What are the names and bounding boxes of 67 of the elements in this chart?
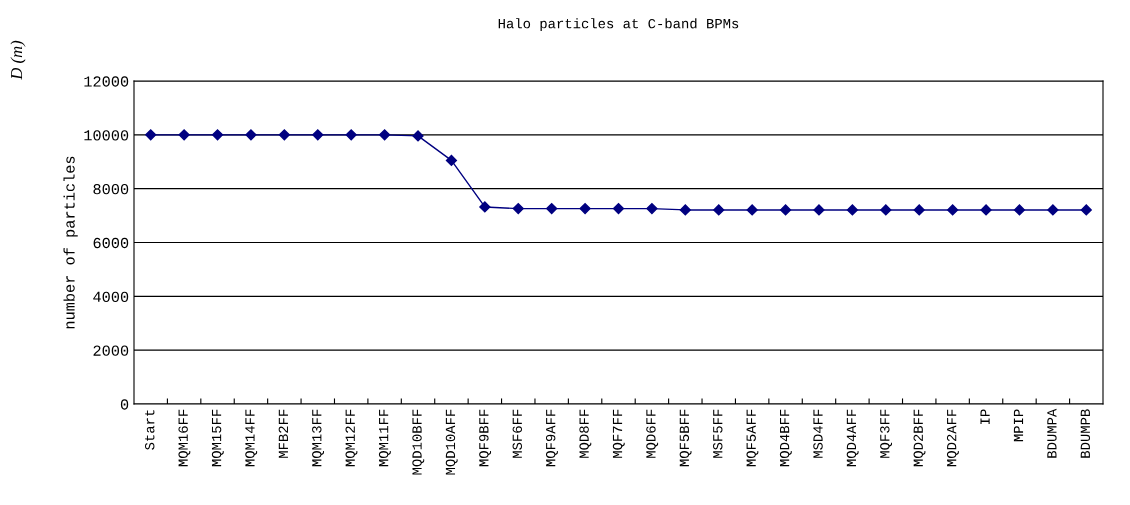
y-tick-label: 10000 xyxy=(84,130,129,141)
point xyxy=(546,202,558,215)
x-tick-label: MSF5FF xyxy=(713,409,723,458)
x-tick-label: MQM11FF xyxy=(378,409,391,467)
x-tick-label: BDUMPA xyxy=(1047,408,1057,458)
point xyxy=(312,129,324,141)
x-tick-label: MQD4AFF xyxy=(846,409,859,467)
y-tick-label: 0 xyxy=(120,399,129,410)
point xyxy=(913,204,925,216)
x-tick-label: MQD2BFF xyxy=(913,409,926,467)
point xyxy=(512,202,524,215)
y-tick-label: 8000 xyxy=(93,183,129,195)
point xyxy=(1047,204,1059,216)
point xyxy=(880,204,892,216)
x-tick-label: MQD10BFF xyxy=(412,409,425,475)
x-tick-label: MFB2FF xyxy=(278,409,288,458)
point xyxy=(947,204,959,216)
point xyxy=(479,201,491,213)
x-tick-label: Start xyxy=(145,410,155,450)
x-tick-label: MSD4FF xyxy=(813,409,823,458)
point xyxy=(345,129,357,141)
x-tick-label: MQD8FF xyxy=(579,409,592,458)
point xyxy=(178,129,190,141)
y-tick-label: 12000 xyxy=(84,76,129,87)
x-tick-label: MQD2AFF xyxy=(946,409,959,467)
x-tick-label: MQF9AFF xyxy=(545,409,558,467)
x-tick-label: MQD6FF xyxy=(646,409,659,458)
point xyxy=(378,129,391,141)
text: D (m) xyxy=(10,40,26,80)
y-axis-title: number of particles xyxy=(63,156,78,329)
x-tick-label: MQF5BFF xyxy=(679,409,692,467)
chart-title: Halo particles at C-band BPMs xyxy=(498,18,739,32)
point xyxy=(1013,204,1026,216)
x-tick-label: MPIP xyxy=(1013,409,1024,442)
x-tick-label: MQM14FF xyxy=(245,409,258,467)
point xyxy=(779,204,792,216)
point xyxy=(746,204,758,216)
point xyxy=(211,129,224,141)
x-tick-label: MQD4BFF xyxy=(779,409,792,467)
point xyxy=(245,129,257,141)
x-tick-label: MQM13FF xyxy=(312,409,324,467)
x-tick-label: MQM12FF xyxy=(345,409,358,467)
y-tick-label: 2000 xyxy=(93,345,129,356)
x-tick-label: MQF7FF xyxy=(612,409,625,458)
point xyxy=(579,202,591,215)
point xyxy=(980,204,992,216)
x-tick-label: MQF5AFF xyxy=(746,409,759,467)
point xyxy=(846,204,859,216)
x-tick-label: BDUMPB xyxy=(1080,409,1091,458)
y-tick-label: 6000 xyxy=(93,237,129,249)
point xyxy=(145,129,157,141)
x-tick-label: MQD10AFF xyxy=(445,409,458,475)
point xyxy=(445,154,458,167)
point xyxy=(1080,204,1092,216)
x-tick-label: MQM16FF xyxy=(178,409,191,467)
y-tick-label: 4000 xyxy=(93,291,129,303)
point xyxy=(412,130,424,142)
x-tick-label: MQF9BFF xyxy=(479,409,492,467)
x-tick-label: IP xyxy=(980,409,990,425)
point xyxy=(713,204,725,216)
x-tick-label: MSF6FF xyxy=(512,409,522,458)
point xyxy=(646,202,658,215)
point xyxy=(679,204,691,216)
point xyxy=(612,202,625,215)
x-tick-label: MQM15FF xyxy=(211,409,224,467)
point xyxy=(278,129,290,141)
x-tick-label: MQF3FF xyxy=(880,409,893,458)
